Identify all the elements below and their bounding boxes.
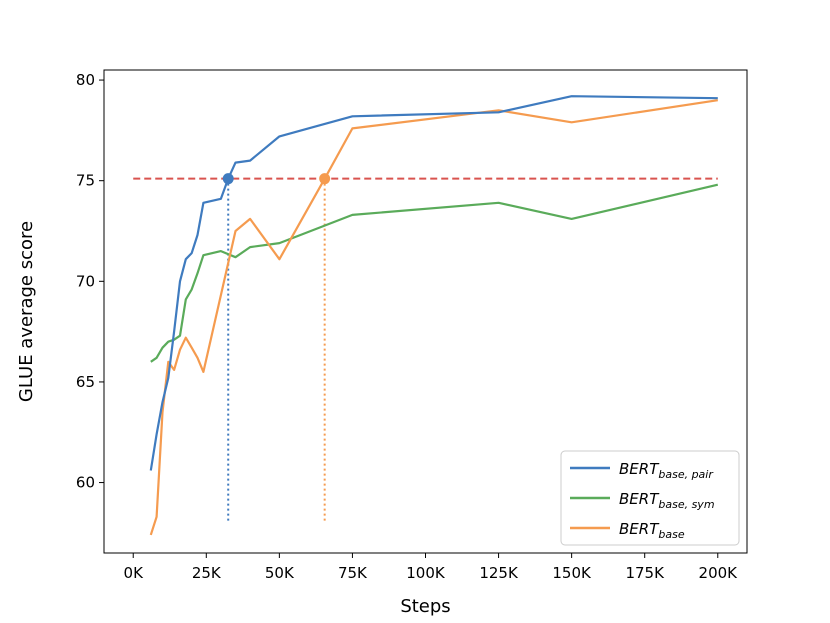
y-axis-label: GLUE average score xyxy=(16,221,37,402)
legend-entry-1: BERTbase, sym xyxy=(619,490,715,511)
x-tick-label: 75K xyxy=(338,564,368,582)
y-tick-label: 60 xyxy=(76,474,95,492)
x-tick-label: 50K xyxy=(265,564,295,582)
series-line-0 xyxy=(149,95,718,471)
y-tick-label: 80 xyxy=(76,71,95,89)
x-axis-label: Steps xyxy=(400,596,450,617)
y-tick-label: 70 xyxy=(76,272,95,290)
markers-layer xyxy=(222,173,331,185)
legend-box xyxy=(560,450,740,546)
y-axis-ticks: 60 65 70 75 80 xyxy=(76,71,104,492)
x-tick-label: 175K xyxy=(625,564,665,582)
intersection-marker-1 xyxy=(319,173,331,185)
x-tick-label: 0K xyxy=(124,564,145,582)
x-tick-label: 125K xyxy=(479,564,519,582)
drop-lines-layer xyxy=(227,178,326,523)
y-tick-label: 65 xyxy=(76,373,95,391)
legend-entry-2: BERTbase xyxy=(619,520,685,541)
legend: BERTbase, pair BERTbase, sym BERTbase xyxy=(560,450,740,546)
y-tick-label: 75 xyxy=(76,172,95,190)
x-tick-label: 200K xyxy=(699,564,739,582)
intersection-marker-0 xyxy=(222,173,234,185)
series-line-1 xyxy=(150,183,719,363)
series-line-2 xyxy=(149,99,718,536)
x-axis-ticks: 0K 25K 50K 75K 100K 125K 150K 175K 200K xyxy=(124,553,739,582)
x-tick-label: 150K xyxy=(552,564,592,582)
x-tick-label: 100K xyxy=(406,564,446,582)
x-tick-label: 25K xyxy=(192,564,222,582)
legend-entry-0: BERTbase, pair xyxy=(619,460,714,481)
series-layer xyxy=(149,95,719,536)
